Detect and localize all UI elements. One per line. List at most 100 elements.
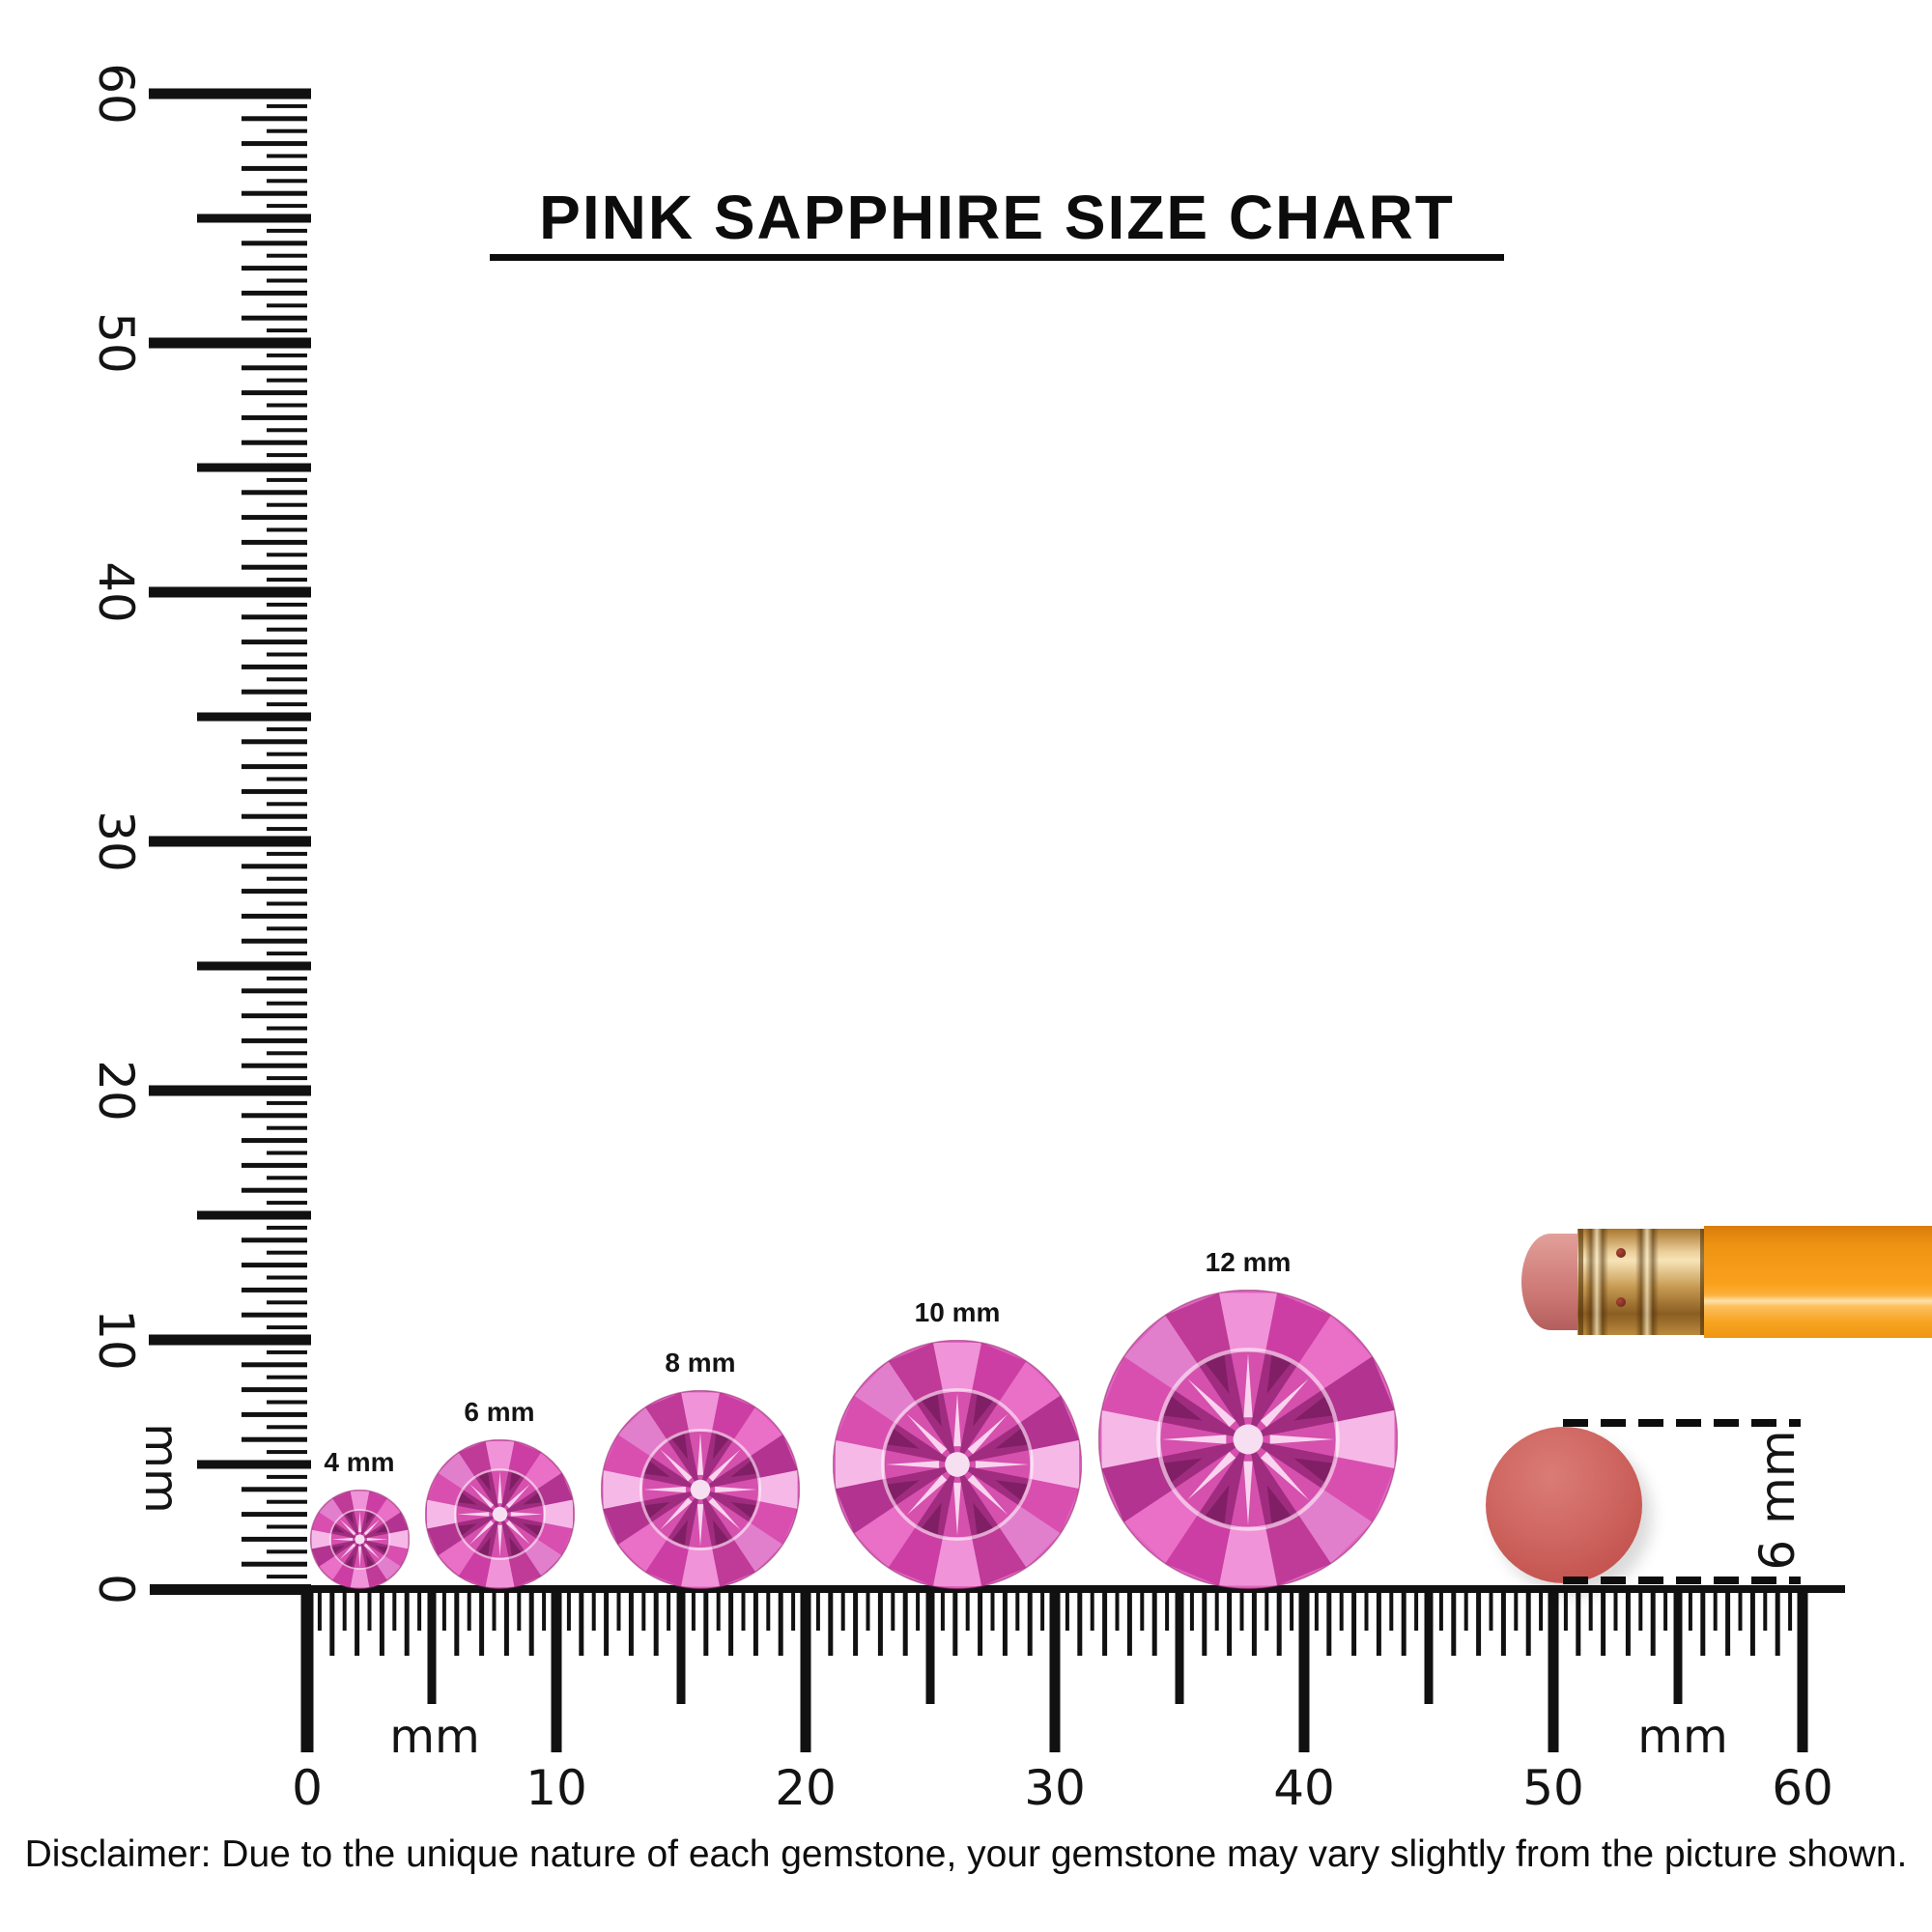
horizontal-ruler-tick <box>653 1590 659 1656</box>
horizontal-ruler-tick <box>1463 1590 1468 1631</box>
horizontal-ruler-tick <box>1749 1590 1755 1656</box>
horizontal-ruler-tick <box>1625 1590 1631 1656</box>
vertical-ruler-tick <box>267 677 307 682</box>
vertical-ruler-tick <box>267 1100 307 1105</box>
vertical-ruler-tick <box>267 1151 307 1155</box>
vertical-ruler-tick <box>267 1575 307 1579</box>
horizontal-ruler-tick <box>1797 1590 1808 1752</box>
vertical-ruler-tick <box>242 788 307 794</box>
horizontal-ruler-tick <box>454 1590 460 1656</box>
horizontal-ruler-tick <box>978 1590 983 1656</box>
vertical-ruler-tick <box>267 1524 307 1529</box>
vertical-ruler-tick <box>242 490 307 496</box>
horizontal-ruler-tick <box>753 1590 758 1656</box>
horizontal-ruler-tick <box>1438 1590 1443 1631</box>
title-underline <box>490 254 1504 261</box>
eraser-tip-circle <box>1486 1427 1642 1583</box>
gem-4mm <box>309 1489 410 1590</box>
vertical-ruler-tick <box>267 1300 307 1305</box>
vertical-ruler-label: 40 <box>88 561 144 623</box>
horizontal-ruler-tick <box>517 1590 522 1631</box>
vertical-ruler-tick <box>267 1375 307 1379</box>
horizontal-ruler-tick <box>1525 1590 1531 1656</box>
gem-12mm <box>1097 1289 1399 1590</box>
horizontal-ruler-tick <box>1738 1590 1743 1631</box>
horizontal-ruler-tick <box>676 1590 686 1704</box>
horizontal-ruler-tick <box>1102 1590 1108 1656</box>
horizontal-ruler-tick <box>1227 1590 1233 1656</box>
vertical-ruler-tick <box>242 1287 307 1293</box>
vertical-ruler-tick <box>267 103 307 108</box>
horizontal-ruler-label: 20 <box>775 1760 837 1816</box>
horizontal-ruler-tick <box>1489 1590 1493 1631</box>
horizontal-ruler-tick <box>551 1590 562 1752</box>
horizontal-ruler-tick <box>840 1590 845 1631</box>
horizontal-ruler-tick <box>1298 1590 1310 1752</box>
horizontal-ruler-tick <box>1700 1590 1706 1656</box>
horizontal-ruler-tick <box>579 1590 584 1656</box>
horizontal-ruler-tick <box>1763 1590 1768 1631</box>
vertical-ruler-tick <box>267 976 307 980</box>
vertical-ruler-tick <box>242 1436 307 1442</box>
horizontal-ruler-tick <box>1601 1590 1606 1656</box>
horizontal-ruler-label: 30 <box>1024 1760 1086 1816</box>
horizontal-ruler-tick <box>1476 1590 1482 1656</box>
vertical-ruler-tick <box>267 303 307 308</box>
horizontal-ruler-tick <box>479 1590 485 1656</box>
vertical-ruler-tick <box>267 1549 307 1554</box>
horizontal-ruler-tick <box>703 1590 709 1656</box>
vertical-ruler-tick <box>267 403 307 408</box>
vertical-ruler-tick <box>267 1350 307 1354</box>
horizontal-ruler-tick <box>1663 1590 1668 1631</box>
pencil-body <box>1704 1226 1932 1338</box>
vertical-ruler-tick <box>267 179 307 184</box>
horizontal-ruler-tick <box>1514 1590 1519 1631</box>
horizontal-ruler-tick <box>1326 1590 1332 1656</box>
gem-10mm <box>832 1339 1083 1590</box>
horizontal-ruler-tick <box>1126 1590 1132 1656</box>
page-title: PINK SAPPHIRE SIZE CHART <box>539 183 1455 252</box>
vertical-ruler-tick <box>267 702 307 707</box>
vertical-ruler-tick <box>242 664 307 669</box>
horizontal-ruler-tick <box>566 1590 571 1631</box>
horizontal-ruler-tick <box>1775 1590 1780 1656</box>
pencil-eraser <box>1521 1234 1581 1330</box>
horizontal-ruler-tick <box>641 1590 646 1631</box>
vertical-ruler-tick <box>242 1512 307 1518</box>
vertical-ruler-tick <box>242 1411 307 1417</box>
vertical-ruler-tick <box>267 1225 307 1230</box>
horizontal-ruler-tick <box>667 1590 671 1631</box>
vertical-ruler-tick <box>197 1460 311 1469</box>
gem-size-label: 8 mm <box>665 1348 736 1378</box>
horizontal-ruler-tick <box>1015 1590 1020 1631</box>
horizontal-ruler-tick <box>355 1590 360 1656</box>
horizontal-ruler-tick <box>916 1590 921 1631</box>
horizontal-ruler-tick <box>542 1590 547 1631</box>
vertical-ruler-tick <box>242 1037 307 1043</box>
vertical-ruler-unit: mm <box>134 1423 188 1514</box>
horizontal-ruler-line <box>150 1585 1845 1593</box>
pencil <box>1521 1226 1932 1338</box>
gem-8mm <box>600 1389 801 1590</box>
horizontal-ruler-tick <box>1214 1590 1219 1631</box>
horizontal-ruler-tick <box>1251 1590 1257 1656</box>
vertical-ruler-tick <box>267 1425 307 1430</box>
vertical-ruler-tick <box>149 337 311 349</box>
vertical-ruler-tick <box>267 328 307 333</box>
horizontal-ruler-tick <box>940 1590 945 1631</box>
horizontal-ruler-tick <box>1725 1590 1731 1656</box>
horizontal-ruler-tick <box>716 1590 721 1631</box>
horizontal-ruler-tick <box>1040 1590 1045 1631</box>
vertical-ruler-tick <box>267 453 307 458</box>
vertical-ruler-tick <box>267 952 307 956</box>
vertical-ruler-label: 50 <box>88 312 144 374</box>
vertical-ruler-tick <box>267 228 307 233</box>
vertical-ruler-tick <box>197 712 311 722</box>
horizontal-ruler-tick <box>1548 1590 1559 1752</box>
vertical-ruler-tick <box>267 502 307 507</box>
horizontal-ruler-tick <box>815 1590 820 1631</box>
horizontal-ruler-tick <box>1688 1590 1692 1631</box>
horizontal-ruler-tick <box>741 1590 746 1631</box>
vertical-ruler-tick <box>197 1210 311 1220</box>
dashed-line-top <box>1563 1419 1801 1427</box>
